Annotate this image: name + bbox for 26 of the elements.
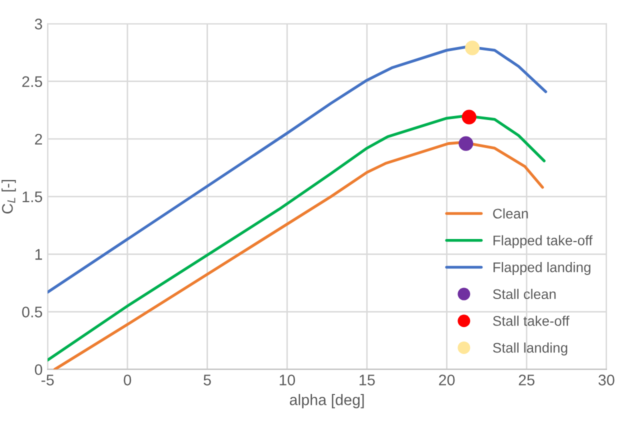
point [458, 136, 474, 151]
legend-label: Flapped take-off [494, 235, 593, 248]
x-tick-label: 5 [204, 374, 211, 386]
point [462, 110, 476, 124]
legend-label: Stall clean [493, 288, 556, 300]
legend-label: Stall take-off [493, 316, 570, 326]
x-tick-label: -5 [42, 374, 54, 386]
y-tick-label: 1.5 [22, 192, 42, 202]
y-tick-label: 3 [34, 18, 42, 30]
legend-label: Stall landing [493, 342, 568, 356]
x-tick-label: 15 [360, 374, 375, 386]
point [465, 40, 480, 56]
y-tick-label: 2 [35, 134, 42, 144]
legend-label: Flapped landing [494, 262, 590, 275]
x-tick-label: 10 [280, 374, 296, 386]
x-tick-label: 0 [124, 374, 132, 386]
y-tick-label: 0 [34, 364, 42, 376]
x-tick-label: 30 [598, 374, 614, 386]
x-tick-label: 25 [518, 374, 534, 386]
y-tick-label: 0.5 [22, 306, 42, 318]
y-axis-title: C$_{L}$ [-] [2, 180, 16, 214]
x-tick-label: 20 [439, 374, 455, 386]
y-tick-label: 2.5 [22, 76, 42, 88]
y-tick-label: 1 [35, 249, 42, 260]
legend-label: Clean [493, 208, 528, 219]
x-axis-title: alpha [deg] [290, 394, 364, 408]
